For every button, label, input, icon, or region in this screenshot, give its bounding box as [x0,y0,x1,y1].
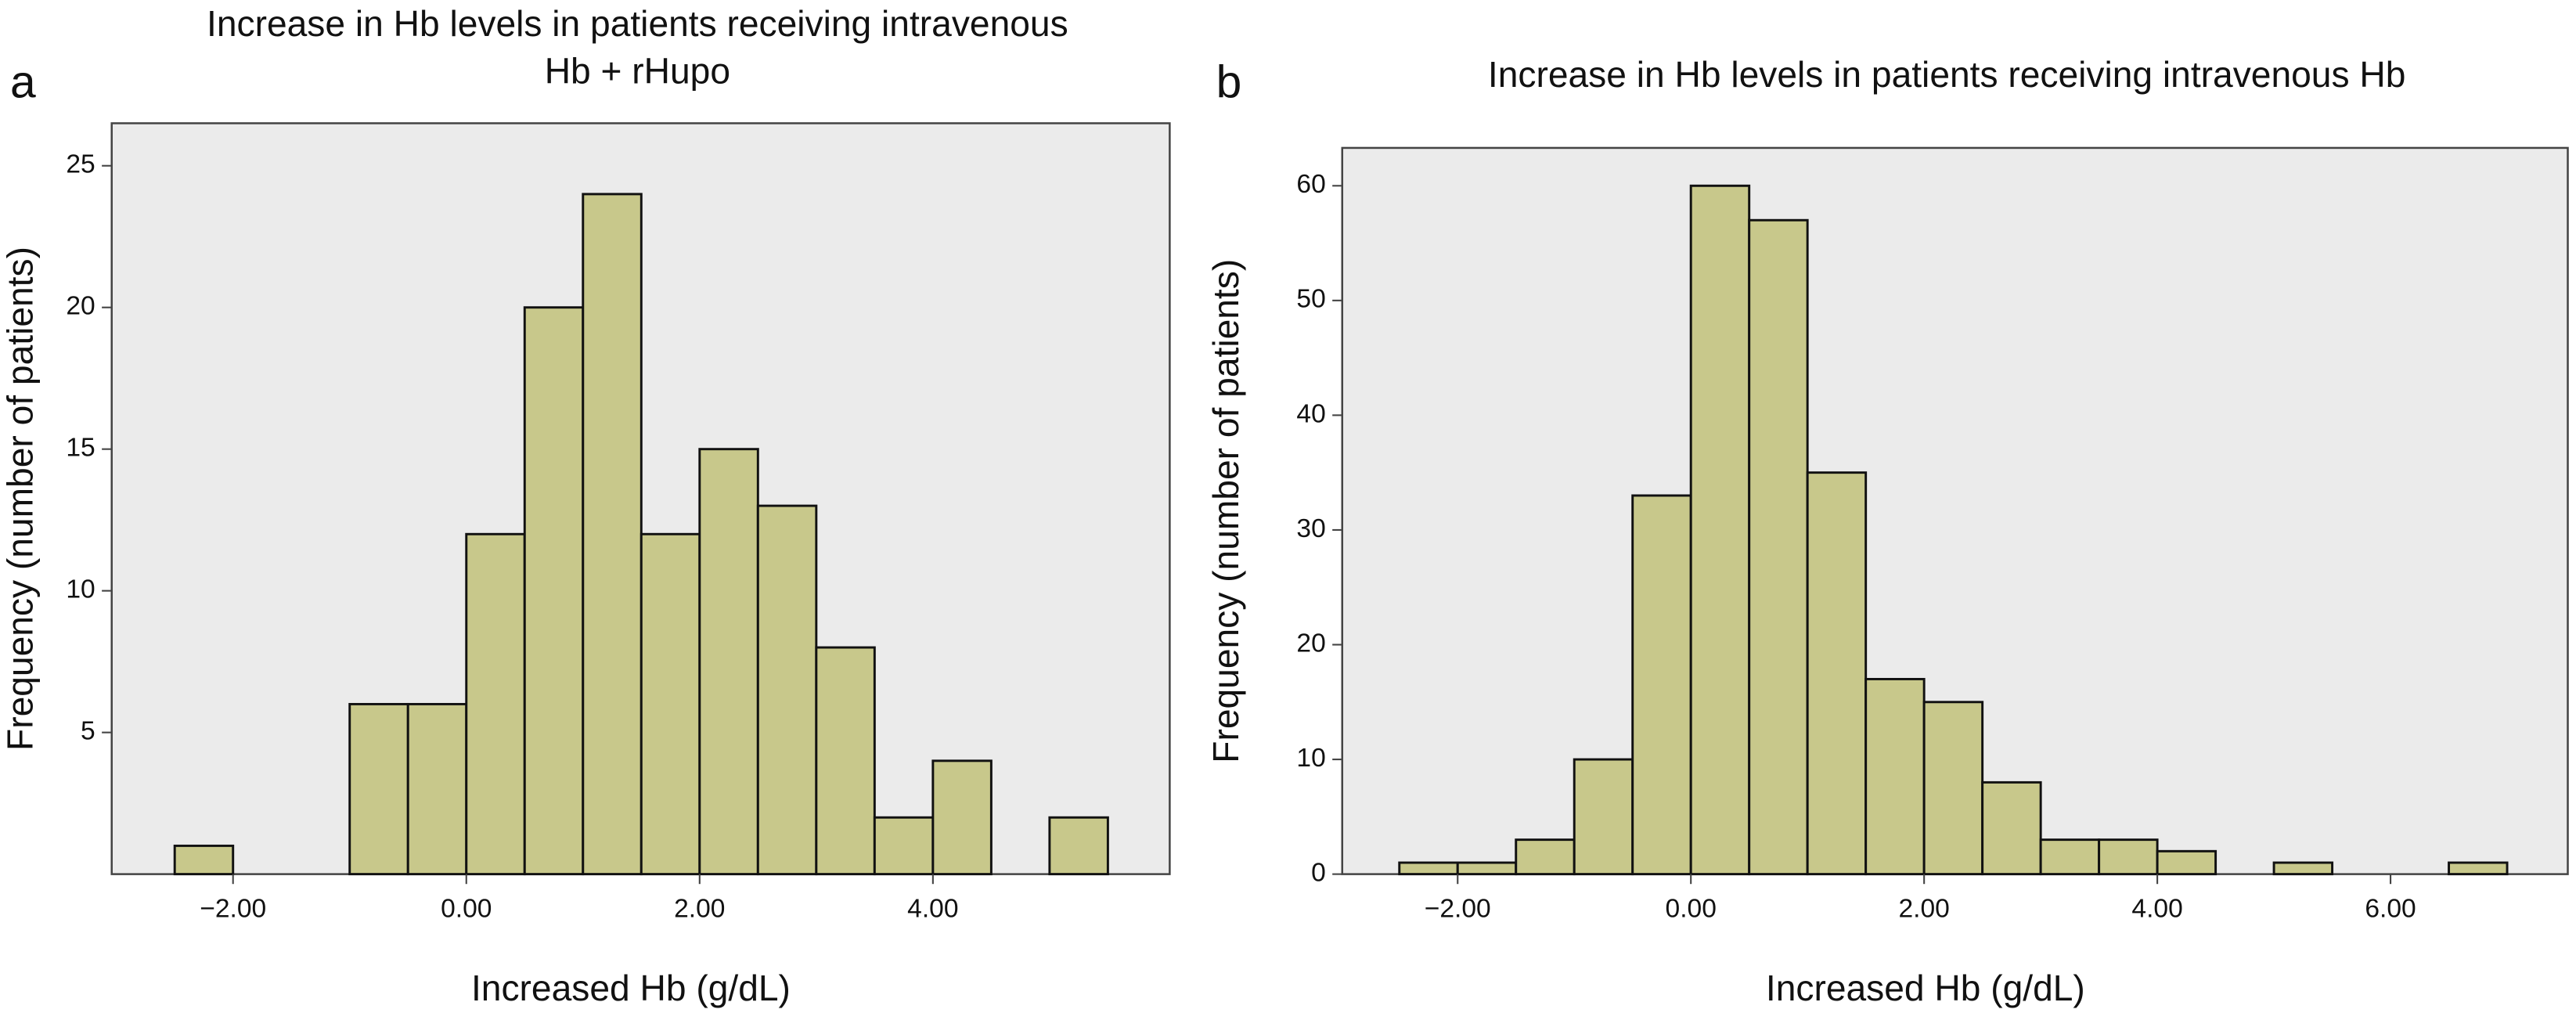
bar [1456,861,1518,876]
x-tick-label: 0.00 [441,895,492,924]
bar [2448,861,2509,876]
y-tick-label: 10 [1296,744,1325,773]
bar [815,646,876,876]
bar [465,532,526,876]
bar [2156,849,2218,876]
x-tick-label: −2.00 [1425,895,1491,924]
bar [1806,471,1868,876]
bar [756,504,818,876]
x-tick-label: 2.00 [1898,895,1949,924]
panel-label: a [10,57,36,108]
y-tick-label: 20 [1296,629,1325,658]
bar [1689,184,1751,876]
bar [348,702,409,876]
bar [1631,494,1692,876]
panel-label: b [1216,57,1242,108]
bar [523,306,585,876]
bar [1573,758,1634,876]
y-tick-label: 20 [66,292,95,321]
x-tick-label: 6.00 [2365,895,2416,924]
bar [1864,678,1926,876]
bar [1981,780,2042,876]
chart-title: Increase in Hb levels in patients receiv… [1488,54,2405,95]
bar [1048,816,1109,876]
bar [931,759,993,876]
y-tick-label: 50 [1296,285,1325,314]
x-tick-label: 2.00 [674,895,725,924]
chart-title: Increase in Hb levels in patients receiv… [207,3,1068,44]
x-tick-label: 4.00 [907,895,958,924]
bar [2098,838,2159,876]
bar [173,844,235,876]
chart-title: Hb + rHupo [545,51,730,92]
bar [1398,861,1459,876]
bar [406,702,468,876]
y-tick-label: 15 [66,434,95,463]
bar [698,448,759,876]
bar [873,816,935,876]
y-tick-label: 30 [1296,514,1325,543]
y-tick-label: 10 [66,575,95,604]
y-tick-label: 5 [81,717,95,746]
y-tick-label: 0 [1311,858,1326,887]
y-tick-label: 60 [1296,170,1325,199]
x-tick-label: −2.00 [200,895,266,924]
x-tick-label: 4.00 [2131,895,2182,924]
y-axis-label: Frequency (number of patients) [0,247,41,751]
x-axis-label: Increased Hb (g/dL) [471,968,791,1008]
x-axis-label: Increased Hb (g/dL) [1766,968,2085,1008]
y-axis-label: Frequency (number of patients) [1205,259,1246,763]
y-tick-label: 40 [1296,399,1325,428]
bar [582,193,643,876]
bar [1922,701,1984,876]
y-tick-label: 25 [66,150,95,179]
bar [1748,218,1809,876]
bar [1515,838,1576,876]
bar [2272,861,2334,876]
x-tick-label: 0.00 [1666,895,1717,924]
bar [2039,838,2101,876]
bar [639,532,701,876]
